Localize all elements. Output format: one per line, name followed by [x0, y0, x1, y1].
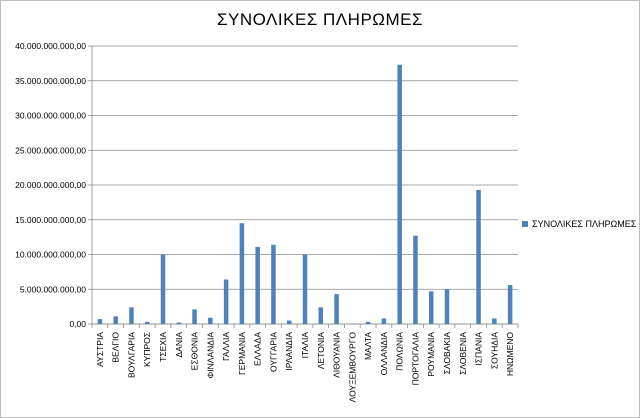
- y-tick-label: 40.000.000.000,00: [15, 41, 86, 51]
- bar: [239, 223, 245, 324]
- bar: [492, 318, 497, 324]
- x-tick-label: ΙΡΛΑΝΔΙΑ: [284, 332, 294, 371]
- bar: [113, 316, 118, 324]
- bar: [271, 244, 276, 324]
- x-tick-label: ΕΛΛΑΔΑ: [253, 332, 263, 366]
- bar: [97, 319, 103, 324]
- y-tick-label: 0,00: [69, 319, 86, 329]
- x-tick-label: ΣΛΟΒΕΝΙΑ: [458, 332, 468, 375]
- bar: [302, 254, 308, 324]
- x-tick-label: ΙΣΠΑΝΙΑ: [474, 332, 484, 366]
- x-tick-label: ΑΥΣΤΡΙΑ: [95, 332, 105, 367]
- bar: [444, 289, 450, 324]
- bar: [255, 246, 260, 324]
- chart-title: ΣΥΝΟΛΙΚΕΣ ΠΛΗΡΩΜΕΣ: [217, 10, 423, 29]
- legend: ΣΥΝΟΛΙΚΕΣ ΠΛΗΡΩΜΕΣ: [522, 219, 636, 229]
- legend-label: ΣΥΝΟΛΙΚΕΣ ΠΛΗΡΩΜΕΣ: [532, 219, 637, 229]
- y-tick-label: 15.000.000.000,00: [15, 215, 86, 225]
- x-tick-label: ΒΟΥΛΓΑΡΙΑ: [126, 332, 136, 378]
- x-tick-label: ΛΟΥΞΕΜΒΟΥΡΓΟ: [347, 332, 357, 403]
- y-tick-label: 20.000.000.000,00: [15, 180, 86, 190]
- bar: [192, 309, 197, 324]
- bar: [208, 317, 213, 324]
- y-tick-label: 35.000.000.000,00: [15, 76, 86, 86]
- x-tick-label: ΓΑΛΛΙΑ: [221, 332, 231, 361]
- bar: [176, 322, 182, 324]
- y-tick-label: 10.000.000.000,00: [15, 250, 86, 260]
- y-tick-label: 5.000.000.000,00: [20, 284, 86, 294]
- bar: [223, 279, 229, 324]
- x-tick-label: ΣΟΥΗΔΙΑ: [489, 332, 499, 369]
- x-tick-label: ΔΑΝΙΑ: [174, 332, 184, 358]
- bar: [160, 254, 166, 324]
- x-tick-label: ΛΙΘΟΥΑΝΙΑ: [332, 332, 342, 378]
- bar: [365, 321, 371, 324]
- bar: [507, 285, 513, 324]
- bar: [334, 294, 339, 324]
- x-tick-label: ΕΣΘΟΝΙΑ: [190, 332, 200, 371]
- x-tick-label: ΦΙΝΛΑΝΔΙΑ: [205, 332, 215, 379]
- bar: [476, 189, 481, 324]
- bar: [397, 64, 402, 324]
- x-tick-label: ΡΟΥΜΑΝΙΑ: [426, 332, 436, 377]
- y-tick-label: 30.000.000.000,00: [15, 111, 86, 121]
- x-tick-label: ΚΥΠΡΟΣ: [142, 332, 152, 367]
- x-tick-label: ΜΑΛΤΑ: [363, 332, 373, 360]
- x-tick-label: ΤΣΕΧΙΑ: [158, 332, 168, 362]
- x-tick-label: ΣΛΟΒΑΚΙΑ: [442, 332, 452, 375]
- x-tick-label: ΗΝΩΜΕΝΟ: [505, 332, 515, 377]
- x-tick-label: ΓΕΡΜΑΝΙΑ: [237, 332, 247, 375]
- bar: [428, 291, 434, 324]
- y-tick-label: 25.000.000.000,00: [15, 145, 86, 155]
- x-tick-label: ΠΟΡΤΟΓΑΛΙΑ: [410, 332, 420, 386]
- x-tick-label: ΟΛΛΑΝΔΙΑ: [379, 332, 389, 376]
- x-tick-label: ΒΕΛΓΙΟ: [111, 332, 121, 363]
- bar: [286, 320, 292, 324]
- x-tick-label: ΛΕΤΟΝΙΑ: [316, 332, 326, 369]
- x-tick-label: ΟΥΓΓΑΡΙΑ: [268, 332, 278, 372]
- bar: [318, 307, 324, 324]
- bar: [413, 235, 418, 324]
- bar: [129, 307, 134, 324]
- bar: [144, 321, 150, 324]
- bar: [381, 318, 387, 324]
- x-tick-label: ΠΟΛΩΝΙΑ: [395, 332, 405, 371]
- legend-swatch: [522, 221, 528, 227]
- x-tick-label: ΙΤΑΛΙΑ: [300, 332, 310, 359]
